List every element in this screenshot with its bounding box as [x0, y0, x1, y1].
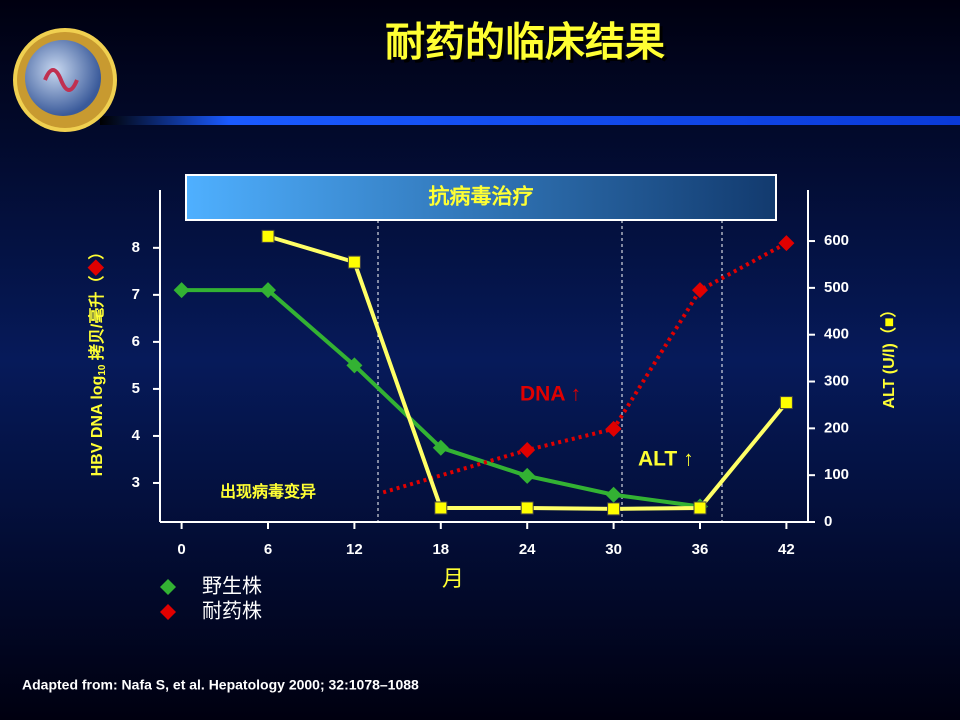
legend-marker — [160, 604, 176, 620]
y-axis-label: HBV DNA log10 拷贝/毫升（◆） — [87, 244, 107, 477]
y-tick-label: 7 — [132, 286, 140, 303]
data-point — [261, 229, 275, 243]
y2-tick-label: 200 — [824, 419, 849, 436]
y-label-sub: 10 — [97, 364, 108, 376]
phase-lines — [377, 220, 723, 522]
annotation-alt: ALT ↑ — [638, 448, 694, 471]
y-tick-label: 4 — [132, 427, 141, 444]
x-tick-label: 18 — [432, 541, 449, 558]
x-tick-label: 12 — [346, 541, 363, 558]
data-point — [519, 442, 536, 459]
y-label-close: ） — [88, 244, 106, 260]
data-point — [607, 502, 621, 516]
y2-tick-label: 500 — [824, 279, 849, 296]
y2-tick-label: 100 — [824, 466, 849, 483]
y-label-text: HBV DNA log — [89, 376, 106, 477]
data-point — [779, 396, 793, 410]
data-point — [519, 467, 536, 484]
data-point — [260, 282, 276, 299]
y2-axis-label: ALT (U/l)（■） — [880, 301, 898, 408]
header-band — [100, 116, 960, 125]
banner-label: 抗病毒治疗 — [429, 185, 534, 209]
y-tick-label: 6 — [132, 333, 140, 350]
title: 耐药的临床结果 — [385, 21, 665, 65]
virus-icon — [13, 28, 117, 132]
y2-tick-label: 400 — [824, 326, 849, 343]
data-point — [520, 501, 534, 515]
y-label-suffix: 拷贝/毫升（ — [87, 276, 106, 365]
y-tick-label: 3 — [132, 474, 140, 491]
x-tick-label: 30 — [605, 541, 622, 558]
y2-tick-label: 600 — [824, 232, 849, 249]
data-point — [347, 255, 361, 269]
data-point — [605, 486, 622, 503]
annotation-dna: DNA ↑ — [520, 383, 581, 406]
data-point — [605, 420, 622, 437]
x-tick-label: 36 — [692, 541, 709, 558]
x-axis-label: 月 — [442, 566, 464, 591]
y2-tick-label: 0 — [824, 513, 832, 530]
data-point — [693, 501, 707, 515]
x-tick-label: 0 — [177, 541, 185, 558]
annotation-mutation: 出现病毒变异 — [220, 482, 316, 501]
y2-tick-label: 300 — [824, 372, 849, 389]
data-point — [346, 357, 363, 374]
legend-label: 野生株 — [202, 574, 262, 597]
data-point — [778, 235, 795, 252]
data-point — [173, 282, 190, 299]
legend-label: 耐药株 — [202, 599, 262, 622]
y-tick-label: 8 — [132, 239, 140, 256]
y2-label-text: ALT (U/l)（ — [880, 327, 898, 408]
legend-marker — [160, 579, 176, 595]
y-label-icon: ◆ — [87, 259, 106, 277]
y-tick-label: 5 — [132, 380, 140, 397]
data-point — [434, 501, 448, 515]
footer: Adapted from: Nafa S, et al. Hepatology … — [22, 677, 419, 693]
therapy-banner — [185, 174, 777, 221]
y2-label-close: ） — [880, 301, 898, 317]
data-point — [432, 439, 449, 456]
y2-label-icon: ■ — [881, 317, 898, 327]
x-tick-label: 6 — [264, 541, 272, 558]
data-point — [692, 282, 708, 299]
x-tick-label: 42 — [778, 541, 795, 558]
x-tick-label: 24 — [519, 541, 536, 558]
